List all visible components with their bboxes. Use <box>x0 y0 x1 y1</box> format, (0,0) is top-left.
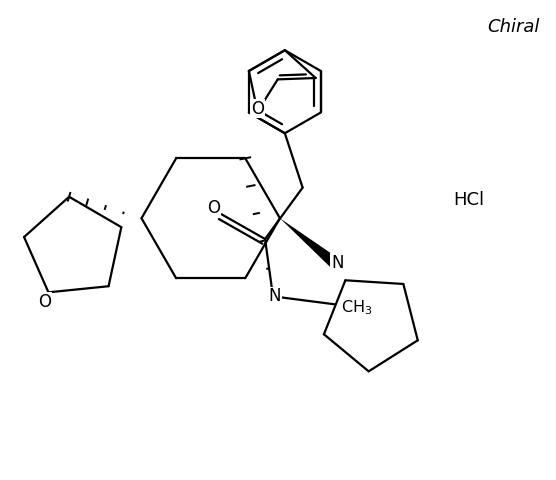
Text: O: O <box>251 100 264 118</box>
Text: O: O <box>207 199 220 217</box>
Text: Chiral: Chiral <box>488 19 540 36</box>
Text: CH$_3$: CH$_3$ <box>341 298 373 317</box>
Polygon shape <box>280 218 338 267</box>
Text: HCl: HCl <box>453 192 484 209</box>
Text: N: N <box>269 288 281 305</box>
Text: O: O <box>38 293 51 311</box>
Text: N: N <box>331 254 344 272</box>
